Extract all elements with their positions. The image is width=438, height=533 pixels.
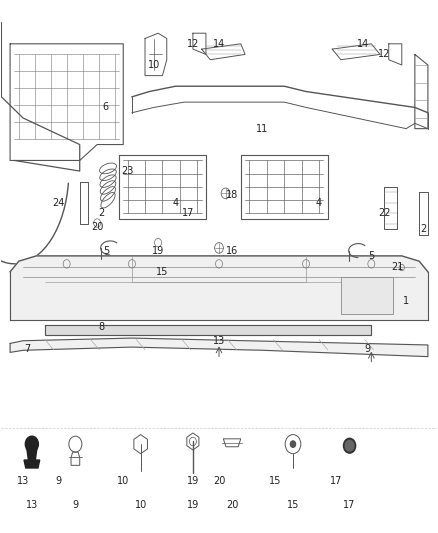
Text: 15: 15	[156, 267, 169, 277]
Text: 5: 5	[368, 251, 374, 261]
Text: 17: 17	[182, 208, 195, 219]
Text: 13: 13	[17, 477, 29, 486]
Text: 4: 4	[316, 198, 322, 208]
Text: 10: 10	[134, 500, 147, 510]
Text: 23: 23	[121, 166, 134, 176]
Text: 9: 9	[55, 477, 61, 486]
Text: 20: 20	[213, 477, 225, 486]
Text: 11: 11	[256, 124, 268, 134]
Text: 2: 2	[420, 224, 427, 235]
Text: 19: 19	[152, 246, 164, 256]
Polygon shape	[27, 447, 37, 460]
Text: 12: 12	[378, 50, 391, 59]
Text: 13: 13	[26, 500, 38, 510]
Circle shape	[343, 438, 356, 453]
Polygon shape	[10, 256, 428, 319]
Text: 19: 19	[187, 477, 199, 486]
Text: 10: 10	[148, 60, 160, 70]
Text: 15: 15	[269, 477, 282, 486]
Text: 2: 2	[99, 208, 105, 219]
Text: 6: 6	[103, 102, 109, 112]
Text: 9: 9	[364, 344, 370, 354]
Polygon shape	[10, 338, 428, 357]
Text: 18: 18	[226, 190, 238, 200]
Text: 22: 22	[378, 208, 391, 219]
Text: 20: 20	[91, 222, 103, 232]
Circle shape	[345, 440, 354, 451]
Circle shape	[25, 436, 39, 452]
Text: 12: 12	[187, 39, 199, 49]
Text: 8: 8	[99, 322, 105, 333]
Text: 13: 13	[213, 336, 225, 346]
Text: 17: 17	[343, 500, 356, 510]
Text: 16: 16	[226, 246, 238, 256]
Text: 14: 14	[357, 39, 369, 49]
Text: 1: 1	[403, 296, 409, 306]
Polygon shape	[45, 325, 371, 335]
Polygon shape	[24, 460, 40, 468]
Text: 19: 19	[187, 500, 199, 510]
Text: 14: 14	[213, 39, 225, 49]
Text: 7: 7	[25, 344, 31, 354]
Text: 4: 4	[173, 198, 179, 208]
Text: 20: 20	[226, 500, 238, 510]
Text: 10: 10	[117, 477, 129, 486]
Text: 9: 9	[72, 500, 78, 510]
Text: 5: 5	[103, 246, 109, 256]
Text: 24: 24	[52, 198, 64, 208]
Bar	[341, 277, 393, 314]
Text: 15: 15	[287, 500, 299, 510]
Circle shape	[290, 441, 296, 447]
Text: 21: 21	[391, 262, 404, 271]
Text: 17: 17	[330, 477, 343, 486]
